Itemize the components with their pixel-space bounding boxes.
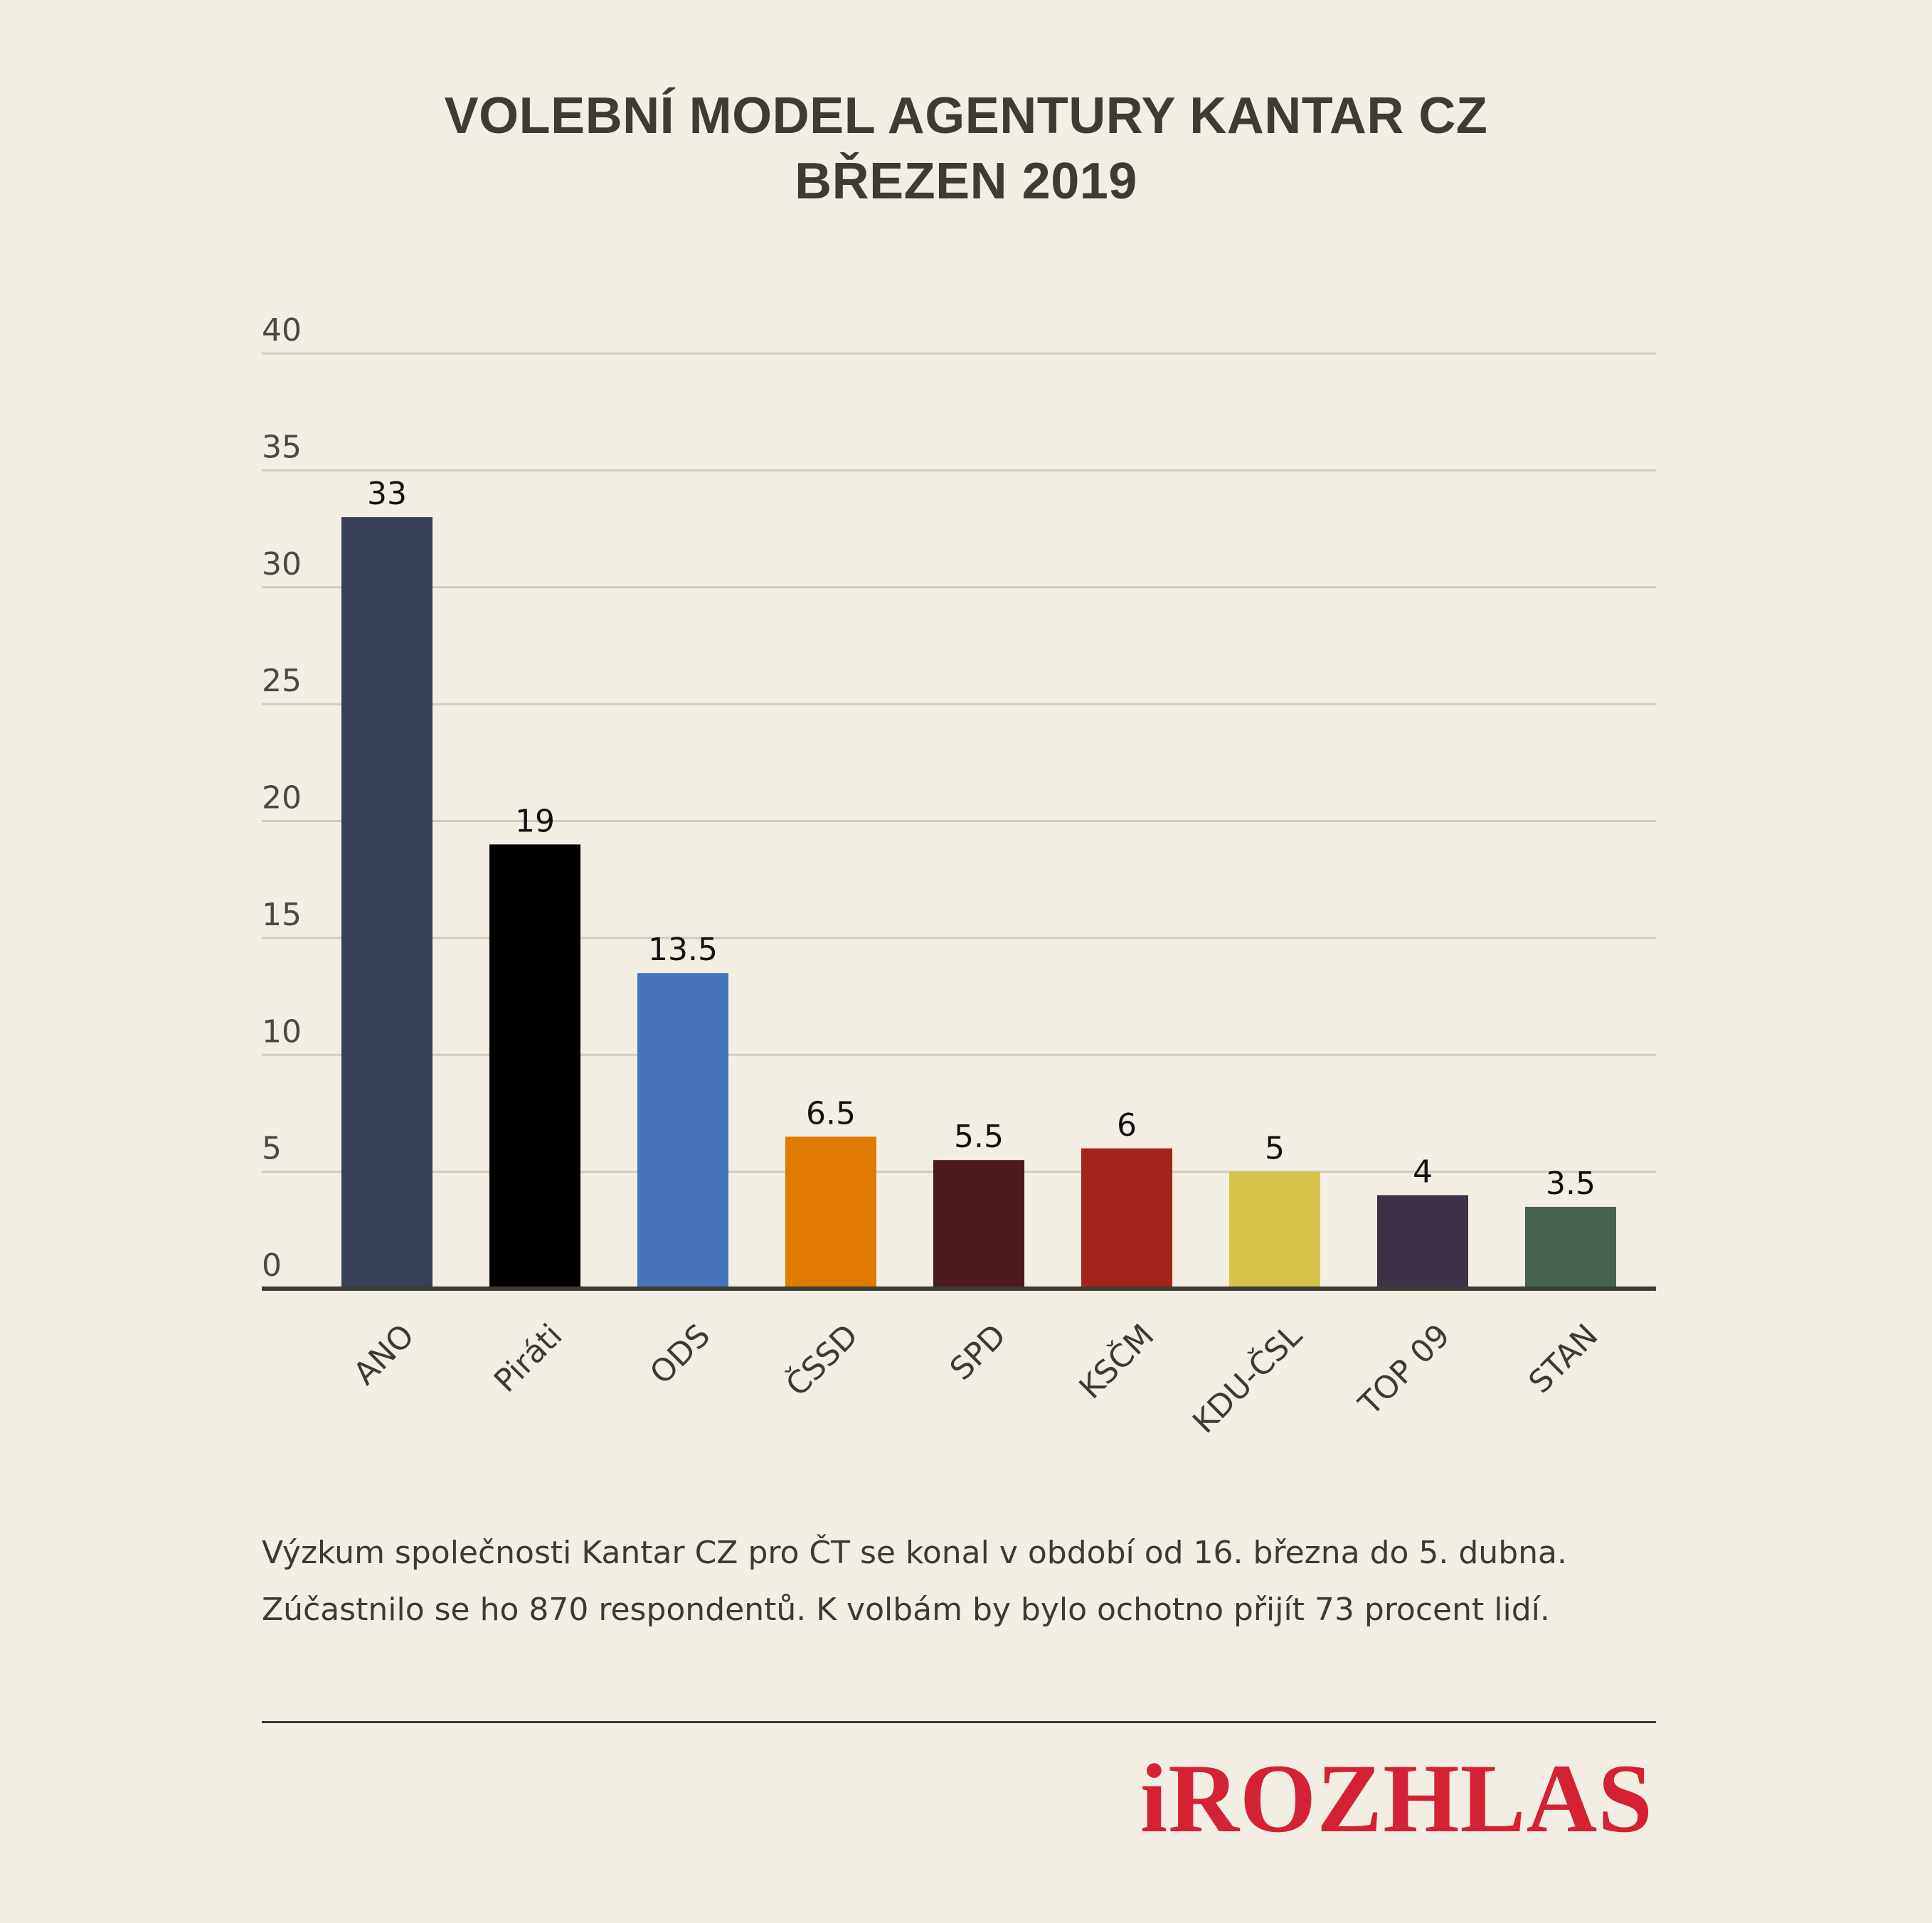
y-tick-label-15: 15 xyxy=(262,897,302,933)
bar-value-label-top-09: 4 xyxy=(1413,1154,1433,1190)
bar-ks-m xyxy=(1081,1148,1172,1289)
y-tick-label-10: 10 xyxy=(262,1013,302,1050)
y-tick-label-25: 25 xyxy=(262,663,302,699)
bar-value-label-ks-m: 6 xyxy=(1117,1107,1137,1144)
y-tick-label-20: 20 xyxy=(262,780,302,816)
bar-value-label-stan: 3.5 xyxy=(1546,1166,1596,1202)
bar--ssd xyxy=(785,1136,876,1289)
x-tick-label-spd: SPD xyxy=(943,1317,1014,1387)
chart-title-line-2: BŘEZEN 2019 xyxy=(795,153,1137,210)
bar-value-label-ano: 33 xyxy=(367,476,407,512)
x-tick-label--ssd: ČSSD xyxy=(778,1316,866,1404)
footnote-line-1: Výzkum společnosti Kantar CZ pro ČT se k… xyxy=(262,1535,1567,1571)
x-tick-label-kdu-sl: KDU-ČSL xyxy=(1185,1316,1310,1441)
x-tick-label-stan: STAN xyxy=(1522,1317,1605,1400)
bar-pir-ti xyxy=(489,844,580,1289)
bar-top-09 xyxy=(1377,1195,1468,1289)
y-axis-ticks: 0 5 10 15 20 25 30 35 40 xyxy=(262,312,302,1284)
bar-value-labels: 33 19 13.5 6.5 5.5 6 5 4 3.5 xyxy=(367,476,1596,1202)
x-tick-label-ks-m: KSČM xyxy=(1071,1316,1161,1406)
bar-value-label-ods: 13.5 xyxy=(648,932,718,968)
bars xyxy=(341,517,1616,1289)
bar-stan xyxy=(1525,1206,1616,1289)
y-tick-label-40: 40 xyxy=(262,312,302,348)
bar-kdu-sl xyxy=(1229,1171,1320,1289)
bar-ano xyxy=(341,517,432,1289)
y-tick-label-30: 30 xyxy=(262,546,302,582)
bar-value-label-kdu-sl: 5 xyxy=(1265,1131,1285,1167)
bar-ods xyxy=(637,973,728,1289)
bar-value-label-spd: 5.5 xyxy=(954,1119,1004,1155)
bar-spd xyxy=(933,1160,1024,1289)
x-tick-label-pir-ti: Piráti xyxy=(487,1317,569,1399)
irozhlas-logo: iROZHLAS xyxy=(1140,1744,1653,1853)
y-tick-label-5: 5 xyxy=(262,1131,282,1167)
x-tick-label-ano: ANO xyxy=(346,1317,421,1392)
footer-divider xyxy=(262,1721,1656,1723)
bar-chart: 0 5 10 15 20 25 30 35 40 33 19 13.5 6.5 5.5 6 5 4 3.5 AN… xyxy=(262,312,1656,1441)
chart-title-line-1: VOLEBNÍ MODEL AGENTURY KANTAR CZ xyxy=(444,87,1488,144)
x-axis-labels: ANO Piráti ODS ČSSD SPD KSČM KDU-ČSL TOP 09 STAN xyxy=(346,1316,1605,1441)
y-tick-label-35: 35 xyxy=(262,429,302,465)
y-tick-label-0: 0 xyxy=(262,1247,282,1284)
gridlines xyxy=(262,352,1656,1173)
x-tick-label-top-09: TOP 09 xyxy=(1352,1317,1458,1423)
footnote-line-2: Zúčastnilo se ho 870 respondentů. K volb… xyxy=(262,1592,1550,1628)
x-tick-label-ods: ODS xyxy=(643,1317,717,1391)
bar-value-label-pir-ti: 19 xyxy=(515,803,555,839)
bar-value-label--ssd: 6.5 xyxy=(806,1095,856,1131)
